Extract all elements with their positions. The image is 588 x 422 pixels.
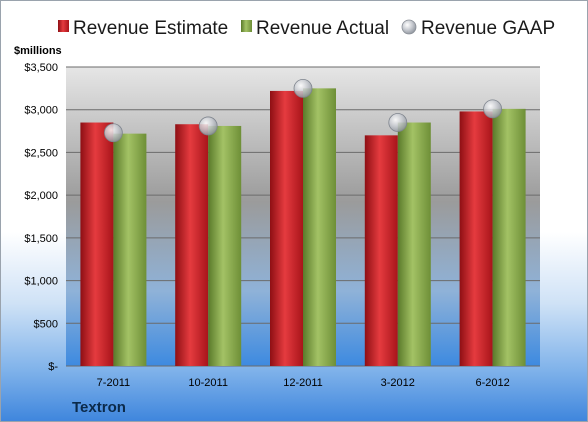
y-tick-label: $1,000	[24, 276, 58, 288]
bar-actual	[492, 108, 526, 367]
gaap-marker	[293, 78, 313, 98]
bar-actual	[208, 125, 242, 367]
legend-marker-gaap	[401, 19, 417, 35]
legend: Revenue Estimate Revenue Actual Revenue …	[58, 18, 555, 39]
x-tick-label: 6-2012	[475, 377, 509, 389]
legend-label-actual: Revenue Actual	[256, 18, 389, 39]
legend-label-gaap: Revenue GAAP	[421, 18, 555, 39]
y-tick-label: $3,500	[24, 62, 58, 74]
gaap-marker	[198, 116, 218, 136]
gaap-marker	[483, 99, 503, 119]
x-tick-label: 7-2011	[97, 377, 130, 389]
bar-actual	[113, 133, 147, 366]
x-tick-label: 3-2012	[381, 377, 415, 389]
legend-swatch-actual	[241, 20, 252, 32]
bar-estimate	[270, 90, 303, 367]
bar-estimate	[175, 124, 209, 366]
x-axis-labels: 7-2011 10-2011 12-2011 3-2012 6-2012	[97, 377, 510, 389]
bar-estimate	[364, 135, 398, 366]
bar-actual	[303, 88, 336, 366]
x-tick-label: 10-2011	[188, 377, 228, 389]
y-tick-label: $1,500	[24, 233, 58, 245]
bars	[80, 88, 526, 367]
y-tick-label: $2,000	[24, 190, 58, 202]
y-tick-label: $500	[34, 318, 58, 330]
x-tick-label: 12-2011	[283, 377, 323, 389]
bar-estimate	[80, 122, 114, 367]
y-tick-label: $2,500	[24, 147, 58, 159]
legend-swatch-estimate	[58, 20, 69, 32]
unit-label: $millions	[14, 45, 62, 57]
bar-estimate	[459, 111, 493, 367]
gaap-markers	[104, 78, 503, 143]
y-axis-labels: $- $500 $1,000 $1,500 $2,000 $2,500 $3,000 $3,5…	[24, 62, 58, 373]
footer-label: Textron	[72, 399, 126, 416]
gaap-marker	[388, 113, 408, 132]
y-tick-label: $-	[48, 361, 58, 373]
legend-label-estimate: Revenue Estimate	[73, 18, 228, 39]
gaap-marker	[104, 123, 123, 143]
bar-actual	[397, 122, 431, 367]
y-tick-label: $3,000	[24, 105, 58, 117]
